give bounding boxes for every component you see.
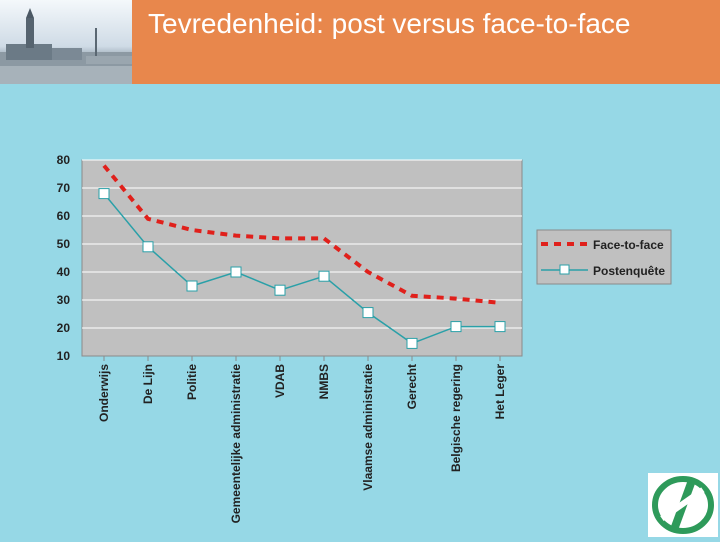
gridlines bbox=[82, 159, 522, 329]
header-photo bbox=[0, 0, 132, 84]
x-tick-label: Het Leger bbox=[493, 364, 507, 420]
y-axis-ticks: 10 20 30 40 50 60 70 80 bbox=[57, 153, 71, 363]
legend-box bbox=[536, 229, 672, 285]
logo-emblem-icon bbox=[652, 476, 714, 534]
data-point-postenquete bbox=[318, 270, 330, 282]
data-point-postenquete bbox=[274, 284, 286, 296]
y-tick-label: 80 bbox=[57, 153, 71, 167]
data-point-postenquete bbox=[186, 280, 198, 292]
series-group bbox=[98, 164, 506, 349]
y-tick-label: 40 bbox=[57, 265, 71, 279]
x-tick-label: Vlaamse administratie bbox=[361, 364, 375, 491]
data-point-postenquete bbox=[142, 241, 154, 253]
y-tick-label: 60 bbox=[57, 209, 71, 223]
plot-area bbox=[81, 159, 523, 357]
y-tick-label: 10 bbox=[57, 349, 71, 363]
x-tick-label: Politie bbox=[185, 364, 199, 400]
x-tick-label: Belgische regering bbox=[449, 364, 463, 472]
x-tick-label: VDAB bbox=[273, 364, 287, 398]
x-tick-label: Onderwijs bbox=[97, 364, 111, 422]
y-tick-label: 70 bbox=[57, 181, 71, 195]
data-point-postenquete bbox=[494, 321, 506, 333]
y-tick-label: 20 bbox=[57, 321, 71, 335]
legend: Face-to-face Postenquête bbox=[536, 229, 672, 285]
city-hall-photo-illustration bbox=[0, 8, 132, 84]
logo bbox=[648, 473, 718, 537]
x-tick-label: De Lijn bbox=[141, 364, 155, 404]
series-line-postenquete bbox=[103, 193, 500, 345]
x-tick-label: NMBS bbox=[317, 364, 331, 399]
legend-marker-postenquete bbox=[559, 264, 570, 275]
slide-header: Tevredenheid: post versus face-to-face bbox=[0, 0, 720, 84]
slide-title: Tevredenheid: post versus face-to-face bbox=[148, 8, 631, 39]
legend-label-face-to-face: Face-to-face bbox=[593, 238, 664, 252]
data-point-postenquete bbox=[230, 266, 242, 278]
data-point-postenquete bbox=[406, 337, 418, 349]
legend-label-postenquete: Postenquête bbox=[593, 264, 665, 278]
series-line-face-to-face bbox=[102, 164, 501, 305]
x-tick-label: Gerecht bbox=[405, 364, 419, 409]
x-axis-ticks: Onderwijs De Lijn Politie Gemeentelijke adm… bbox=[97, 356, 507, 523]
data-point-postenquete bbox=[362, 307, 374, 319]
x-tick-label: Gemeentelijke administratie bbox=[229, 364, 243, 524]
data-point-postenquete bbox=[98, 188, 110, 200]
y-tick-label: 50 bbox=[57, 237, 71, 251]
y-tick-label: 30 bbox=[57, 293, 71, 307]
data-point-postenquete bbox=[450, 321, 462, 333]
